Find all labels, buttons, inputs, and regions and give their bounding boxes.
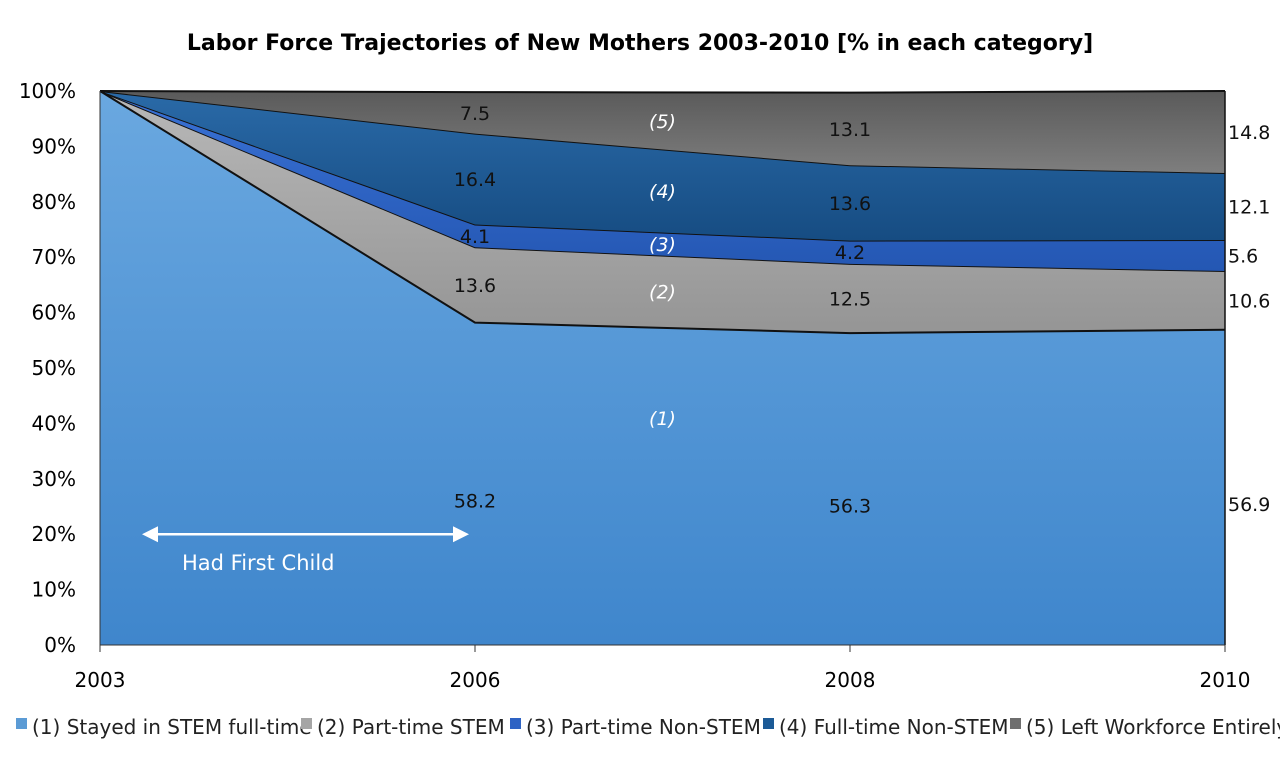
legend-swatch bbox=[1010, 718, 1021, 729]
annotation-group: Had First Child bbox=[142, 526, 469, 575]
arrow-left-icon bbox=[142, 526, 158, 543]
segment-label: (3) bbox=[649, 234, 676, 256]
data-label: 5.6 bbox=[1228, 246, 1258, 268]
data-label: 13.1 bbox=[829, 119, 871, 141]
data-label: 16.4 bbox=[454, 169, 496, 191]
data-label: 14.8 bbox=[1228, 122, 1270, 144]
annotation-text: Had First Child bbox=[182, 551, 335, 575]
area-series-1 bbox=[100, 91, 1225, 645]
data-label: 13.6 bbox=[454, 275, 496, 297]
data-label: 56.3 bbox=[829, 496, 871, 518]
segment-label: (2) bbox=[649, 282, 676, 304]
series-boundary-line-5 bbox=[99, 90, 1226, 94]
segment-label: (4) bbox=[649, 181, 676, 203]
y-tick-label: 60% bbox=[32, 301, 76, 325]
area-series-3 bbox=[100, 91, 1225, 272]
y-tick-label: 30% bbox=[32, 467, 76, 491]
data-label: 12.1 bbox=[1228, 197, 1270, 219]
legend: (1) Stayed in STEM full-time (2) Part-tim… bbox=[16, 715, 1280, 739]
arrow-right-icon bbox=[453, 526, 469, 543]
data-label: 13.6 bbox=[829, 193, 871, 215]
area-series-4 bbox=[100, 91, 1225, 241]
y-tick-label: 40% bbox=[32, 411, 76, 435]
data-label: 7.5 bbox=[460, 103, 490, 125]
y-tick-label: 20% bbox=[32, 522, 76, 546]
y-tick-label: 80% bbox=[32, 190, 76, 214]
legend-label: (3) Part-time Non-STEM bbox=[526, 715, 761, 739]
axes-group: 0% 10% 20% 30% 40% 50% 60% 70% 80% 90% 100% 2003 200… bbox=[19, 79, 1251, 692]
chart-title: Labor Force Trajectories of New Mothers … bbox=[187, 31, 1093, 56]
y-tick-label: 50% bbox=[32, 356, 76, 380]
legend-swatch bbox=[763, 718, 774, 729]
legend-label: (1) Stayed in STEM full-time bbox=[32, 715, 312, 739]
y-tick-label: 0% bbox=[44, 633, 76, 657]
series-boundary-line-base bbox=[99, 90, 1226, 335]
y-tick-label: 100% bbox=[19, 79, 76, 103]
y-tick-label: 10% bbox=[32, 578, 76, 602]
data-label: 58.2 bbox=[454, 490, 496, 512]
legend-label: (5) Left Workforce Entirely bbox=[1026, 715, 1280, 739]
x-tick-label: 2008 bbox=[825, 668, 876, 692]
legend-label: (4) Full-time Non-STEM bbox=[779, 715, 1009, 739]
data-label: 4.1 bbox=[460, 226, 490, 248]
legend-swatch bbox=[16, 718, 27, 729]
y-tick-label: 70% bbox=[32, 245, 76, 269]
data-label: 12.5 bbox=[829, 288, 871, 310]
data-label: 4.2 bbox=[835, 242, 865, 264]
x-tick-label: 2010 bbox=[1200, 668, 1251, 692]
legend-swatch bbox=[510, 718, 521, 729]
x-tick-label: 2003 bbox=[75, 668, 126, 692]
segment-label: (5) bbox=[649, 111, 676, 133]
data-labels-group: 58.2 56.3 56.9 (1) 13.6 12.5 10.6 (2) 4.1 4.2 5.6 (… bbox=[454, 103, 1270, 518]
legend-label: (2) Part-time STEM bbox=[317, 715, 505, 739]
data-label: 56.9 bbox=[1228, 494, 1270, 516]
area-series-5 bbox=[100, 91, 1225, 173]
y-tick-label: 90% bbox=[32, 134, 76, 158]
segment-label: (1) bbox=[649, 408, 676, 430]
legend-swatch bbox=[301, 718, 312, 729]
area-series-group bbox=[99, 90, 1226, 645]
data-label: 10.6 bbox=[1228, 290, 1270, 312]
area-series-2 bbox=[100, 91, 1225, 334]
x-tick-label: 2006 bbox=[450, 668, 501, 692]
